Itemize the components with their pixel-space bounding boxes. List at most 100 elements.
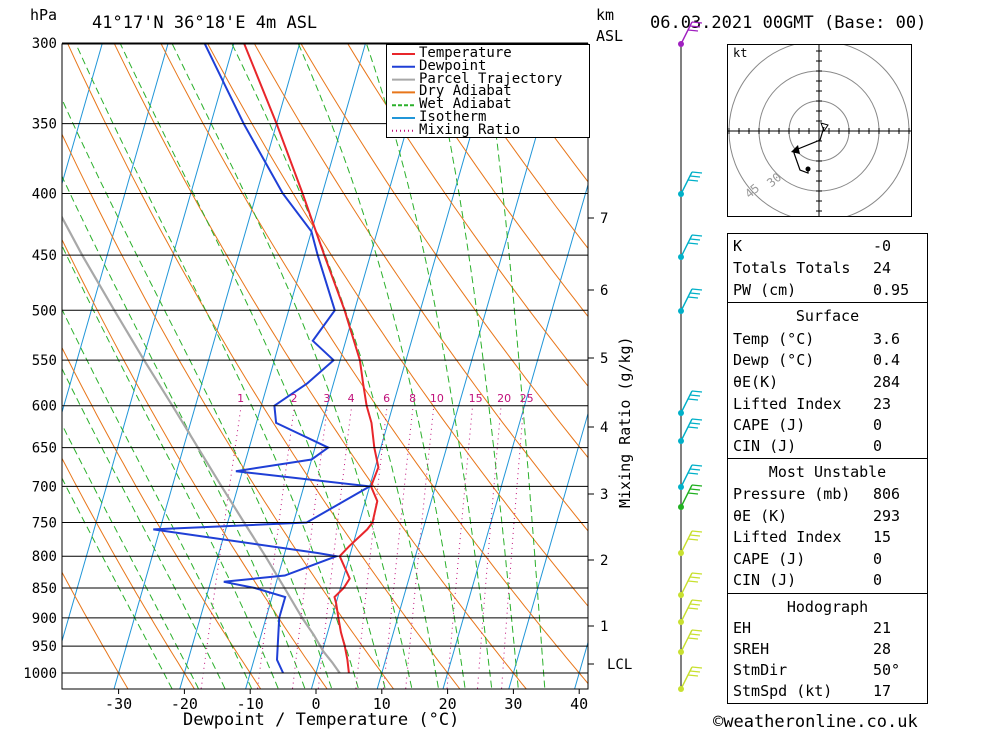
pressure-tick-label: 550 <box>32 353 57 369</box>
hodograph-panel: kt 30 45 <box>727 40 912 222</box>
mu-theta-value: 293 <box>873 507 901 525</box>
legend-item-label: Temperature <box>419 45 512 61</box>
surface-li-value: 23 <box>873 395 892 413</box>
dry-adiabat-line <box>300 44 588 459</box>
surface-cape-value: 0 <box>873 416 883 434</box>
mixing-ratio-label: 4 <box>348 392 355 405</box>
totals-row: Totals Totals 24 <box>728 257 927 279</box>
eh-label: EH <box>733 619 752 637</box>
wind-barb-flag <box>691 171 703 174</box>
wind-barb-flag <box>691 390 703 393</box>
surface-dewp-label: Dewp (°C) <box>733 351 815 369</box>
mixing-ratio-label: 25 <box>520 392 534 405</box>
dry-adiabat-line <box>62 571 129 689</box>
surface-li-label: Lifted Index <box>733 395 842 413</box>
mixing-ratio-line <box>405 405 435 689</box>
legend-item-label: Isotherm <box>419 109 487 125</box>
wind-barb-flag <box>691 599 703 602</box>
hodograph-unit: kt <box>733 46 748 60</box>
surface-theta-value: 284 <box>873 373 901 391</box>
wind-barb-staff <box>680 464 693 488</box>
wind-barb-flag <box>687 179 699 182</box>
wet-adiabat-line <box>62 477 173 689</box>
legend-item-label: Dry Adiabat <box>419 83 512 100</box>
wind-barb-staff <box>680 629 693 653</box>
pressure-tick-label: 950 <box>32 639 57 655</box>
pressure-tick-label: 800 <box>32 549 57 565</box>
hodograph-storm-arrow <box>791 145 800 154</box>
lcl-label: LCL <box>607 657 632 673</box>
wind-barb-flag <box>691 418 703 421</box>
hodograph-stats-title: Hodograph <box>786 598 869 616</box>
wind-barb-flag <box>687 674 699 677</box>
pressure-tick-label: 750 <box>32 515 57 531</box>
wet-adiabat-line <box>297 44 466 689</box>
wind-barb-flag <box>691 666 703 669</box>
mu-theta-label: θE (K) <box>733 507 788 525</box>
datetime-title: 06.03.2021 00GMT (Base: 00) <box>650 13 927 33</box>
wind-barb-flag <box>687 29 699 32</box>
wind-barb-flag <box>691 572 703 575</box>
wind-barb-staff <box>680 171 693 195</box>
sreh-value: 28 <box>873 640 892 658</box>
copyright-link[interactable]: ©weatheronline.co.uk <box>713 712 918 732</box>
wind-barb-staff <box>680 288 693 312</box>
mu-pressure-value: 806 <box>873 485 901 503</box>
wet-adiabat-line <box>62 423 200 689</box>
wind-barb-flag <box>687 296 699 299</box>
wind-barb-flag <box>689 534 701 537</box>
pressure-tick-label: 350 <box>32 117 57 133</box>
wet-adiabat-line <box>483 44 546 689</box>
pressure-tick-label: 300 <box>32 36 57 52</box>
wet-adiabat-line <box>366 44 493 689</box>
k-index-value: -0 <box>873 237 892 255</box>
wet-adiabat-line <box>171 44 413 689</box>
wet-adiabat-line <box>231 44 440 689</box>
most-unstable-table: Most Unstable Pressure (mb) 806 θE (K) 293… <box>727 458 928 594</box>
mixing-ratio-label: 3 <box>323 392 330 405</box>
mixing-ratio-line <box>476 405 502 689</box>
mu-pressure-label: Pressure (mb) <box>733 485 851 503</box>
pressure-tick-label: 600 <box>32 399 57 415</box>
km-tick-label: 7 <box>600 211 608 227</box>
hodograph-stats-table: Hodograph EH 21 SREH 28 StmDir 50° StmSpd (… <box>727 593 928 704</box>
wind-barb-flag <box>691 484 703 487</box>
wind-barb-flag <box>689 670 701 673</box>
km-tick-label: 3 <box>600 487 608 503</box>
dry-adiabat-line <box>347 44 588 387</box>
most-unstable-title: Most Unstable <box>768 463 887 481</box>
wind-barb-staff <box>680 234 693 258</box>
wind-barb-flag <box>687 637 699 640</box>
pressure-tick-label: 400 <box>32 187 57 203</box>
sreh-label: SREH <box>733 640 770 658</box>
dry-adiabat-line <box>67 44 461 689</box>
wind-barb-flag <box>689 25 701 28</box>
hodograph-end-point <box>805 166 811 172</box>
wind-barb-flag <box>689 488 701 491</box>
stmdir-value: 50° <box>873 661 901 679</box>
dry-adiabat-line <box>62 238 328 689</box>
wind-barb-flag <box>689 633 701 636</box>
surface-cin-label: CIN (J) <box>733 437 797 455</box>
wind-barb-flag <box>691 234 703 237</box>
mu-li-label: Lifted Index <box>733 528 842 546</box>
mixing-ratio-line <box>200 405 242 689</box>
chart-legend: Temperature Dewpoint Parcel Trajectory Dry … <box>386 44 590 138</box>
stmspd-label: StmSpd (kt) <box>733 682 833 700</box>
mixing-ratio-label: 10 <box>430 392 444 405</box>
mixing-ratio-label: 2 <box>290 392 297 405</box>
stmdir-label: StmDir <box>733 661 788 679</box>
pressure-tick-label: 650 <box>32 441 57 457</box>
wet-adiabat-line <box>119 44 386 689</box>
wind-barb-flag <box>691 288 703 291</box>
wind-barb-flag <box>687 607 699 610</box>
x-axis-title: Dewpoint / Temperature (°C) <box>183 710 460 730</box>
isotherm-line <box>442 183 588 689</box>
wind-barb-flag <box>689 394 701 397</box>
mixing-ratio-label: 8 <box>409 392 416 405</box>
wind-barb-staff <box>680 21 693 45</box>
isotherm-line <box>62 44 103 186</box>
wind-barb-flag <box>689 468 701 471</box>
hodograph-trace <box>793 126 825 174</box>
